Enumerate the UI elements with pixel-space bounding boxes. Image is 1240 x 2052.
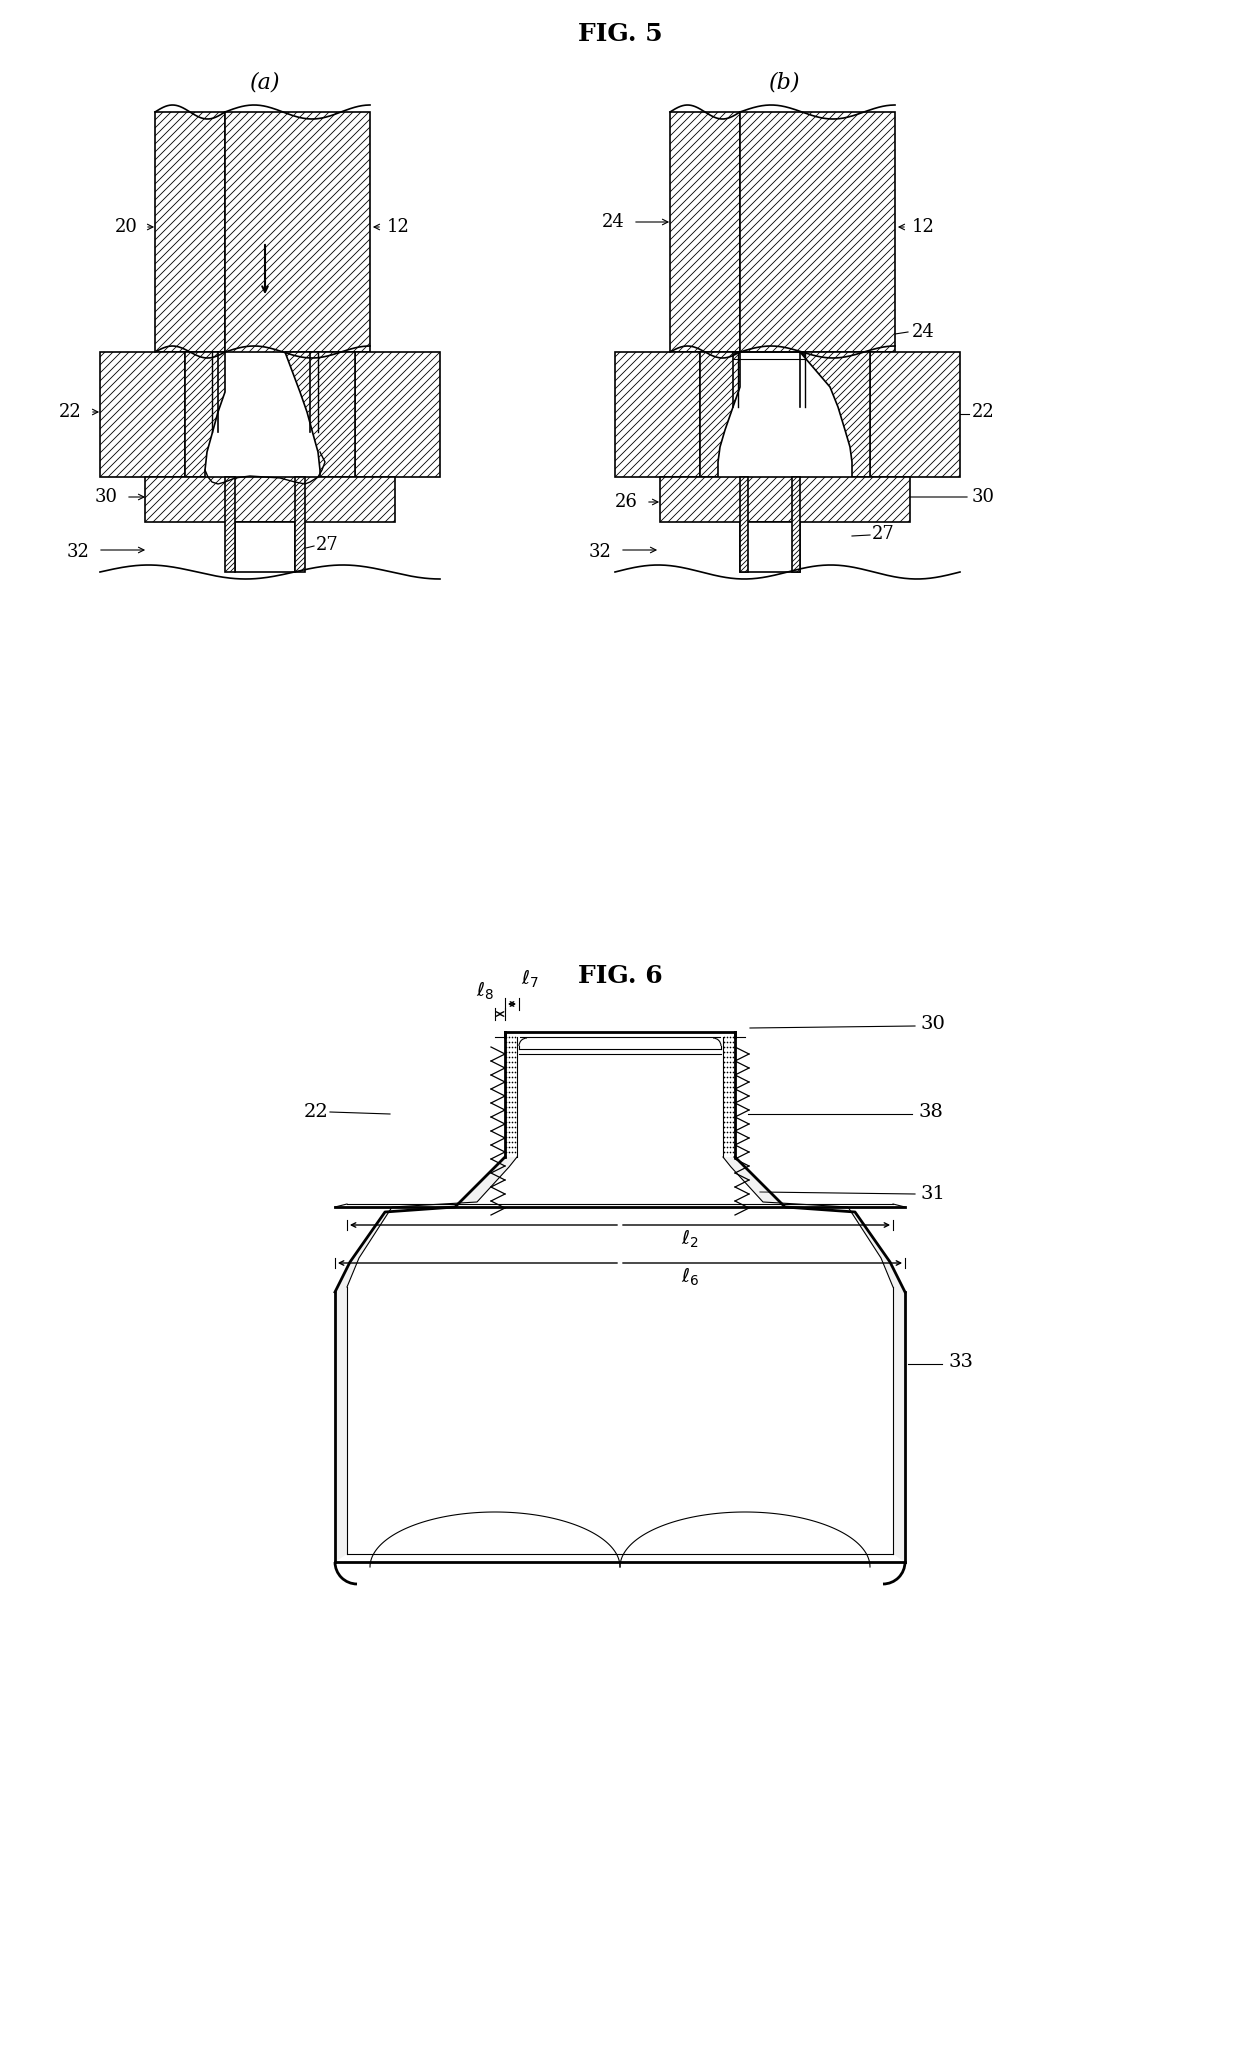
Text: $\ell_7$: $\ell_7$ bbox=[521, 969, 539, 989]
Text: 38: 38 bbox=[918, 1104, 942, 1120]
Polygon shape bbox=[615, 353, 701, 476]
Polygon shape bbox=[670, 113, 740, 353]
Polygon shape bbox=[723, 1157, 905, 1293]
Text: FIG. 5: FIG. 5 bbox=[578, 23, 662, 45]
Text: 30: 30 bbox=[95, 488, 118, 507]
Text: 25: 25 bbox=[401, 363, 423, 382]
Text: 22: 22 bbox=[304, 1104, 329, 1120]
Polygon shape bbox=[224, 113, 370, 353]
Text: 24: 24 bbox=[911, 322, 935, 341]
Text: 22: 22 bbox=[60, 402, 82, 421]
Text: 32: 32 bbox=[589, 544, 613, 560]
Text: 22: 22 bbox=[972, 402, 994, 421]
Text: 26: 26 bbox=[615, 492, 639, 511]
Text: 31: 31 bbox=[920, 1184, 945, 1202]
Polygon shape bbox=[295, 476, 305, 573]
Text: 26: 26 bbox=[233, 536, 257, 552]
Polygon shape bbox=[740, 113, 895, 353]
Polygon shape bbox=[355, 353, 440, 476]
Text: 12: 12 bbox=[387, 218, 410, 236]
Polygon shape bbox=[740, 521, 800, 573]
Text: $\ell_6$: $\ell_6$ bbox=[681, 1266, 699, 1289]
Polygon shape bbox=[236, 521, 295, 573]
Polygon shape bbox=[100, 353, 185, 476]
Polygon shape bbox=[185, 353, 224, 476]
Polygon shape bbox=[792, 476, 800, 573]
Polygon shape bbox=[800, 353, 870, 476]
Text: 27: 27 bbox=[316, 536, 339, 554]
Polygon shape bbox=[224, 476, 236, 573]
Polygon shape bbox=[285, 353, 355, 476]
Text: 20: 20 bbox=[115, 218, 138, 236]
Text: 30: 30 bbox=[920, 1016, 945, 1032]
Text: 27: 27 bbox=[872, 525, 895, 544]
Polygon shape bbox=[155, 113, 224, 353]
Text: 33: 33 bbox=[949, 1352, 973, 1371]
Polygon shape bbox=[870, 353, 960, 476]
Polygon shape bbox=[660, 476, 910, 521]
Text: $\ell_8$: $\ell_8$ bbox=[476, 979, 494, 1001]
Text: (b): (b) bbox=[769, 72, 801, 94]
Text: 32: 32 bbox=[67, 544, 91, 560]
Text: 24: 24 bbox=[603, 213, 625, 232]
Text: FIG. 6: FIG. 6 bbox=[578, 964, 662, 987]
Polygon shape bbox=[335, 1157, 517, 1293]
Polygon shape bbox=[701, 353, 740, 476]
Polygon shape bbox=[335, 1287, 347, 1562]
Text: $\ell_2$: $\ell_2$ bbox=[681, 1227, 699, 1250]
Polygon shape bbox=[893, 1287, 905, 1562]
Text: 12: 12 bbox=[911, 218, 935, 236]
Polygon shape bbox=[740, 476, 748, 573]
Polygon shape bbox=[145, 476, 396, 521]
Text: 30: 30 bbox=[972, 488, 994, 507]
Text: (a): (a) bbox=[249, 72, 280, 94]
